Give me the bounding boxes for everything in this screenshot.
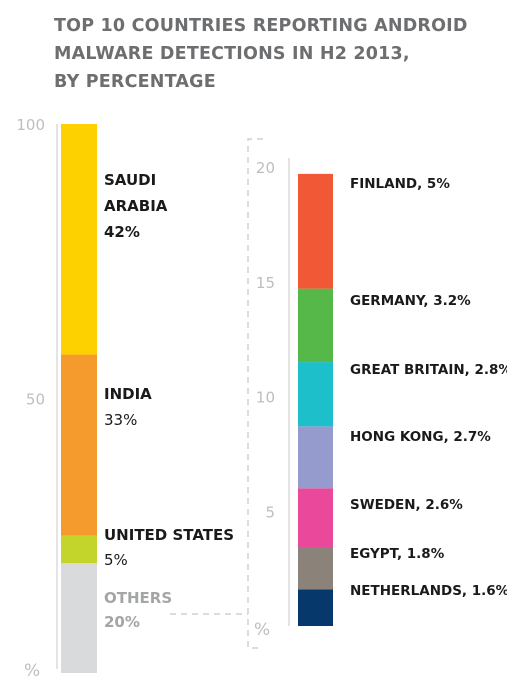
detail-series-label-finland: FINLAND, 5% bbox=[350, 176, 450, 192]
detail-series-label-netherlands: NETHERLANDS, 1.6% bbox=[350, 583, 507, 599]
main-y-tick-label-50: 50 bbox=[26, 391, 45, 409]
main-y-axis-label: % bbox=[24, 661, 40, 680]
detail-series-label-egypt: EGYPT, 1.8% bbox=[350, 546, 445, 562]
breakdown-connector bbox=[170, 138, 263, 649]
detail-series-label-sweden: SWEDEN, 2.6% bbox=[350, 497, 463, 513]
main-series-value-india: 33% bbox=[104, 411, 137, 429]
chart-title-line-3: BY PERCENTAGE bbox=[54, 72, 216, 92]
main-bar-segment-others bbox=[61, 563, 97, 673]
detail-bar-segment-netherlands bbox=[298, 589, 333, 626]
main-stacked-bar-chart: 50 100% OTHERS 20% UNITED STATES 5% INDIA 33% SA… bbox=[16, 116, 234, 680]
detail-bar-segment-sweden bbox=[298, 488, 333, 548]
main-series-name-others: OTHERS bbox=[104, 589, 172, 607]
detail-y-tick-label-15: 15 bbox=[256, 274, 275, 292]
chart-title-line-2: MALWARE DETECTIONS IN H2 2013, bbox=[54, 44, 410, 64]
chart-title: TOP 10 COUNTRIES REPORTING ANDROID MALWA… bbox=[54, 12, 468, 96]
detail-series-label-great-britain: GREAT BRITAIN, 2.8% bbox=[350, 362, 507, 378]
chart-title-line-1: TOP 10 COUNTRIES REPORTING ANDROID bbox=[54, 16, 468, 36]
breakdown-bracket bbox=[247, 138, 263, 649]
main-series-name-united-states: UNITED STATES bbox=[104, 526, 234, 544]
others-breakdown-chart: 5 10 15 20% NETHERLANDS, 1.6% EGYPT, 1.8% SWED… bbox=[254, 158, 507, 640]
main-series-name-india: INDIA bbox=[104, 385, 152, 403]
main-series-value-others: 20% bbox=[104, 613, 140, 631]
main-series-value-united-states: 5% bbox=[104, 551, 128, 569]
detail-series-label-germany: GERMANY, 3.2% bbox=[350, 293, 471, 309]
detail-bar-segment-finland bbox=[298, 173, 333, 289]
detail-bar-segment-great-britain bbox=[298, 362, 333, 427]
detail-bar-segment-germany bbox=[298, 288, 333, 363]
detail-y-tick-label-10: 10 bbox=[256, 389, 275, 407]
detail-series-label-hong-kong: HONG KONG, 2.7% bbox=[350, 429, 491, 445]
main-bar-segment-united-states bbox=[61, 535, 97, 564]
main-series-name-saudi-arabia-line-2: ARABIA bbox=[104, 197, 168, 215]
detail-bar-segment-hong-kong bbox=[298, 426, 333, 489]
main-series-value-saudi-arabia: 42% bbox=[104, 223, 140, 241]
main-series-name-saudi-arabia-line-1: SAUDI bbox=[104, 171, 156, 189]
detail-bar-segment-egypt bbox=[298, 547, 333, 590]
detail-y-tick-label-5: 5 bbox=[265, 503, 275, 521]
detail-y-axis-label: % bbox=[254, 620, 270, 640]
main-y-tick-label-100: 100 bbox=[16, 116, 45, 134]
main-bar-segment-saudi-arabia bbox=[61, 124, 97, 355]
detail-y-tick-label-20: 20 bbox=[256, 159, 275, 177]
main-bar-segment-india bbox=[61, 354, 97, 536]
